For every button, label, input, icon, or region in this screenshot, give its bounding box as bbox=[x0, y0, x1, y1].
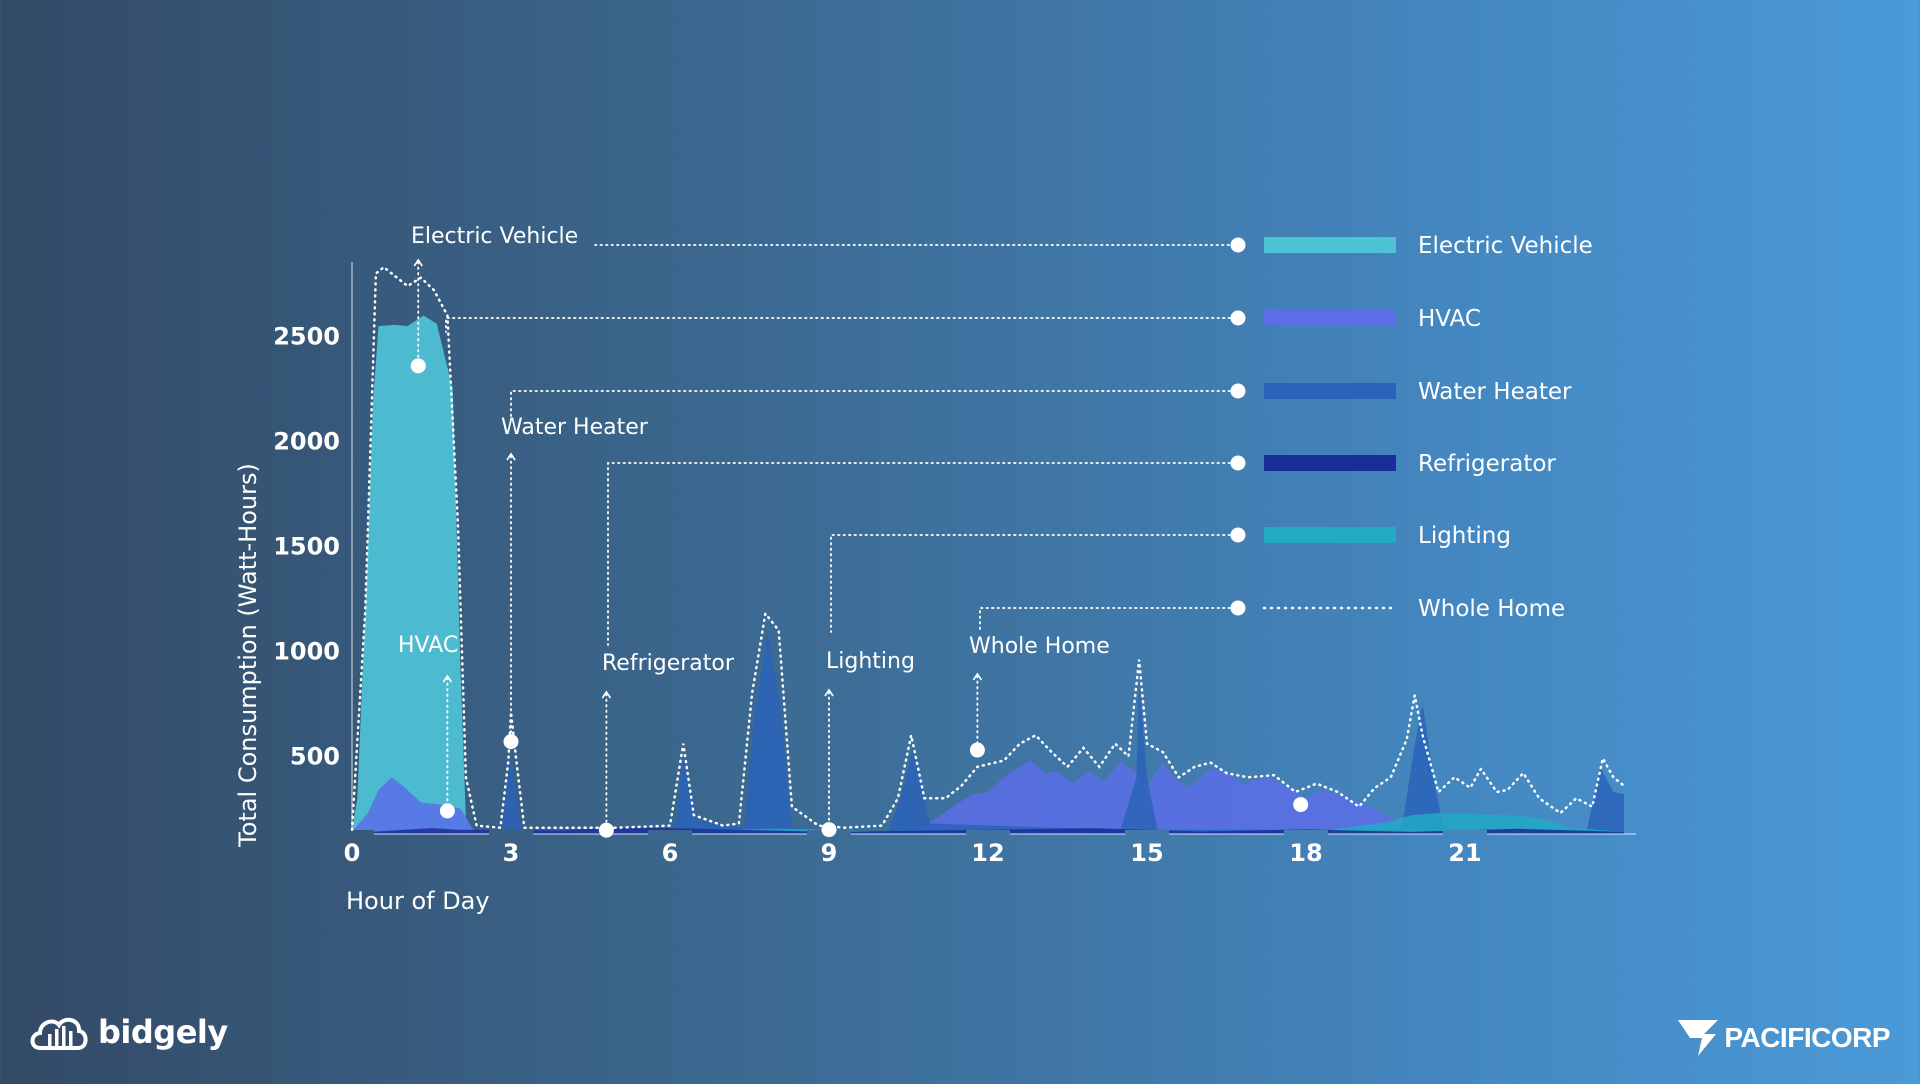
legend-label-water-heater: Water Heater bbox=[1418, 379, 1572, 405]
callout-arrowhead-lighting bbox=[824, 688, 834, 697]
area-hvac bbox=[352, 760, 1624, 834]
callouts: Electric Vehicle HVAC Water Heater Refriger… bbox=[398, 224, 1309, 838]
bidgely-wordmark: bidgely bbox=[98, 1013, 228, 1051]
legend-label-electric-vehicle: Electric Vehicle bbox=[1418, 233, 1593, 259]
cloud-icon bbox=[30, 1017, 88, 1050]
x-axis-title: Hour of Day bbox=[346, 887, 490, 915]
callout-leader-lighting bbox=[830, 534, 1231, 633]
y-tick-label: 1500 bbox=[273, 532, 340, 560]
pacificorp-wordmark: PACIFICORP bbox=[1724, 1022, 1890, 1053]
legend-dot bbox=[1230, 310, 1246, 326]
callout-point-hvac bbox=[439, 803, 455, 819]
x-axis-gap bbox=[648, 830, 692, 838]
callout-arrowhead-whole-home bbox=[972, 672, 983, 681]
callout-label-lighting: Lighting bbox=[826, 649, 915, 674]
x-tick-label: 21 bbox=[1448, 839, 1481, 867]
callout-arrowhead-electric-vehicle bbox=[413, 258, 423, 267]
callout-leader-hvac bbox=[445, 317, 1231, 333]
x-tick-label: 6 bbox=[662, 839, 679, 867]
x-tick-label: 3 bbox=[503, 839, 520, 867]
legend-dot bbox=[1230, 600, 1246, 616]
callout-point-electric-vehicle bbox=[410, 358, 426, 374]
callout-label-hvac: HVAC bbox=[398, 633, 458, 658]
x-axis-gap bbox=[489, 830, 533, 838]
callout-label-water-heater: Water Heater bbox=[501, 415, 649, 440]
legend-label-hvac: HVAC bbox=[1418, 306, 1481, 332]
pacificorp-mark-icon bbox=[1678, 1020, 1719, 1056]
callout-point-whole-home bbox=[969, 742, 985, 758]
x-axis-gap bbox=[1284, 830, 1328, 838]
x-tick-label: 0 bbox=[344, 839, 361, 867]
x-tick-label: 12 bbox=[971, 839, 1004, 867]
line-whole-home bbox=[350, 265, 1626, 832]
x-axis-gap bbox=[1443, 830, 1487, 838]
y-axis-title: Total Consumption (Watt-Hours) bbox=[234, 463, 262, 848]
bidgely-logo: bidgely bbox=[28, 1012, 228, 1052]
chart-axes: 500 1000 1500 2000 2500 0 3 6 9 12 15 18 21 Hour of D… bbox=[234, 262, 1636, 915]
x-tick-label: 9 bbox=[821, 839, 838, 867]
callout-label-whole-home: Whole Home bbox=[969, 634, 1110, 659]
legend-swatch-lighting bbox=[1264, 527, 1396, 543]
chart-marker bbox=[1293, 797, 1309, 813]
x-axis-gap bbox=[330, 830, 374, 838]
y-tick-label: 1000 bbox=[273, 637, 340, 665]
legend-label-refrigerator: Refrigerator bbox=[1418, 451, 1556, 477]
legend-swatch-electric-vehicle bbox=[1264, 237, 1396, 253]
callout-point-water-heater bbox=[503, 734, 519, 750]
callout-point-lighting bbox=[821, 822, 837, 838]
legend-swatch-water-heater bbox=[1264, 383, 1396, 399]
legend-swatch-hvac bbox=[1264, 310, 1396, 326]
callout-arrowhead-refrigerator bbox=[601, 690, 612, 699]
callout-leader-refrigerator bbox=[607, 462, 1231, 646]
callout-arrowhead-water-heater bbox=[506, 452, 516, 461]
whole-home-line-group bbox=[350, 265, 1626, 832]
callout-arrowhead-hvac bbox=[442, 674, 453, 683]
legend-dot bbox=[1230, 455, 1246, 471]
callout-label-refrigerator: Refrigerator bbox=[602, 651, 735, 676]
y-tick-label: 2000 bbox=[273, 427, 340, 455]
x-tick-label: 15 bbox=[1130, 839, 1163, 867]
pacificorp-logo: PACIFICORP bbox=[1676, 1018, 1890, 1058]
callout-label-electric-vehicle: Electric Vehicle bbox=[411, 224, 578, 249]
legend-swatch-refrigerator bbox=[1264, 455, 1396, 471]
x-axis-gap bbox=[966, 830, 1010, 838]
area-water-heater bbox=[500, 630, 1624, 834]
legend: Electric Vehicle HVAC Water Heater Refriger… bbox=[1230, 233, 1593, 622]
y-tick-label: 2500 bbox=[273, 322, 340, 350]
callout-leader-water-heater bbox=[510, 390, 1231, 421]
y-tick-label: 500 bbox=[290, 742, 340, 770]
legend-dot bbox=[1230, 527, 1246, 543]
legend-dot bbox=[1230, 383, 1246, 399]
legend-label-lighting: Lighting bbox=[1418, 523, 1511, 549]
x-tick-label: 18 bbox=[1289, 839, 1322, 867]
legend-label-whole-home: Whole Home bbox=[1418, 596, 1565, 622]
callout-leader-whole-home bbox=[979, 607, 1231, 633]
x-axis-gap bbox=[1125, 830, 1169, 838]
area-lighting bbox=[590, 813, 1624, 834]
callout-point-refrigerator bbox=[598, 822, 614, 838]
legend-dot bbox=[1230, 237, 1246, 253]
